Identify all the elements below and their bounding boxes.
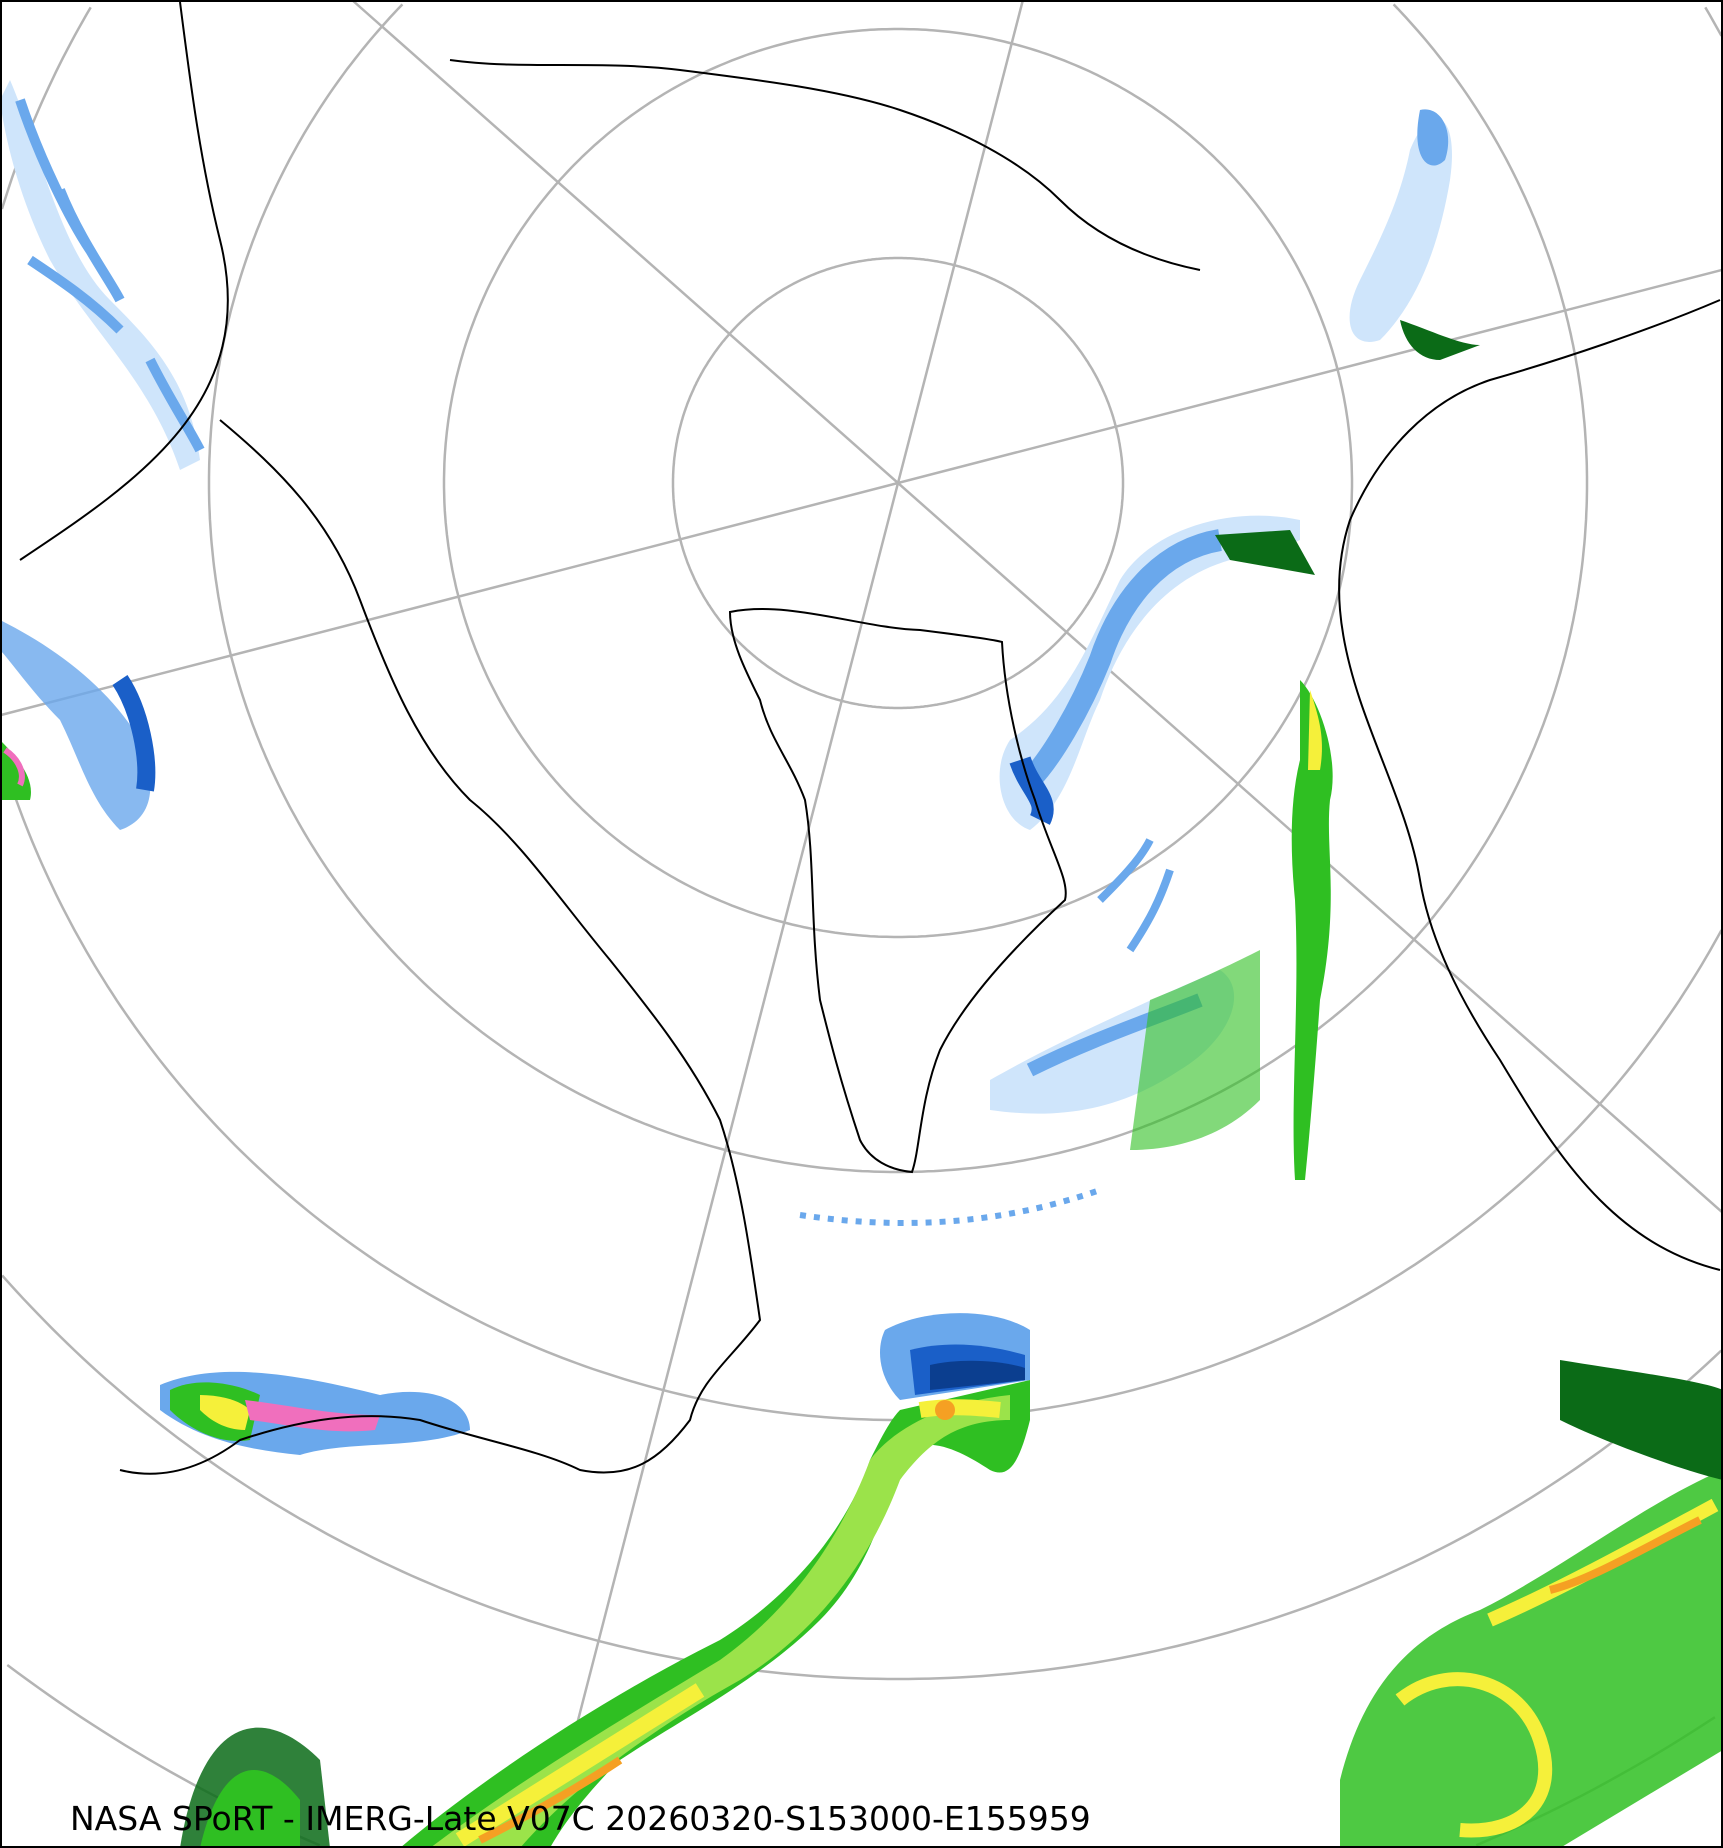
precip-labrador-sea-snow <box>880 1313 1030 1400</box>
latitude-circle <box>1392 3 1589 483</box>
latitude-circle <box>1704 6 1723 37</box>
meridian-line <box>544 0 1024 1848</box>
latitude-circle <box>1 1274 1723 1681</box>
coastlines <box>19 1 1721 1475</box>
latitude-circle <box>207 3 1589 1174</box>
latitude-circle <box>0 6 92 210</box>
asia-coast <box>449 59 1201 271</box>
product-caption: NASA SPoRT - IMERG-Late V07C 20260320-S1… <box>70 1799 1091 1838</box>
precip-russia-snow <box>1349 109 1480 360</box>
precip-norwegian-sea-band <box>1291 680 1333 1180</box>
canada-coast <box>119 419 762 1475</box>
europe-coast <box>1338 299 1721 1271</box>
precip-iceland-swirl <box>799 515 1315 1226</box>
greenland-outline <box>728 608 1067 1174</box>
latitude-circle <box>671 256 1125 710</box>
precip-pacific-snow <box>0 80 205 830</box>
meridian-line <box>0 268 1723 717</box>
precip-great-lakes <box>160 1371 470 1455</box>
meridian-line <box>352 0 1723 1213</box>
latitude-circle <box>0 756 1723 1422</box>
alaska-coast <box>19 1 229 561</box>
precip-atlantic-front <box>180 1380 1030 1848</box>
precipitation-layer <box>0 80 1723 1848</box>
precip-atlantic-cyclone <box>1340 1360 1723 1848</box>
